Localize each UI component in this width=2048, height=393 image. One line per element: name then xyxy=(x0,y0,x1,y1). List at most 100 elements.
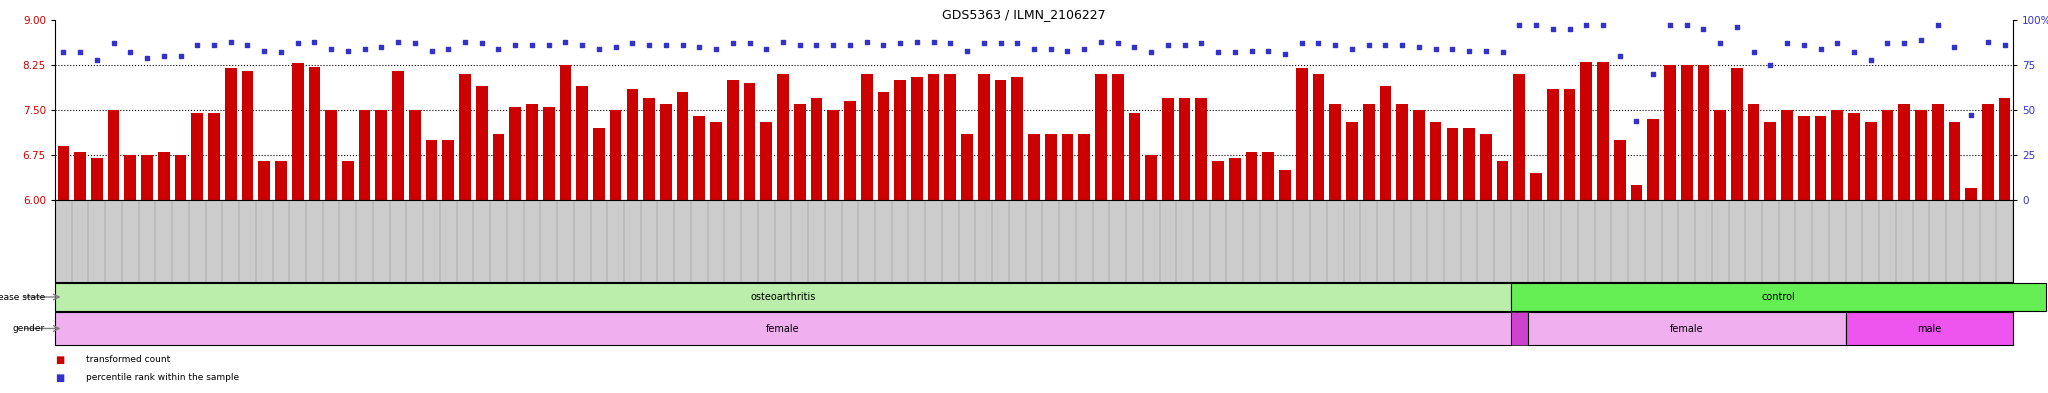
Text: percentile rank within the sample: percentile rank within the sample xyxy=(86,373,240,382)
Point xyxy=(1202,49,1235,55)
Bar xyxy=(1380,86,1391,200)
Point xyxy=(1837,49,1870,55)
Point xyxy=(582,46,614,52)
Point xyxy=(1368,42,1401,48)
Point xyxy=(616,40,649,46)
Point xyxy=(465,40,498,46)
Point xyxy=(1937,44,1970,50)
Point xyxy=(1102,40,1135,46)
Bar xyxy=(1061,134,1073,200)
Bar xyxy=(1845,312,2013,345)
Bar xyxy=(1145,155,1157,200)
Bar xyxy=(242,71,254,200)
Bar xyxy=(1245,152,1257,200)
Bar xyxy=(827,110,840,200)
Bar xyxy=(274,161,287,200)
Point xyxy=(1319,42,1352,48)
Bar xyxy=(174,155,186,200)
Point xyxy=(1536,26,1569,32)
Bar xyxy=(1513,74,1526,200)
Bar xyxy=(1329,104,1341,200)
Point xyxy=(47,49,80,55)
Bar xyxy=(844,101,856,200)
Bar xyxy=(1597,62,1610,200)
Point xyxy=(1636,71,1669,77)
Bar xyxy=(676,92,688,200)
Bar xyxy=(860,74,872,200)
Bar xyxy=(1430,122,1442,200)
Point xyxy=(750,46,782,52)
Bar xyxy=(995,80,1006,200)
Bar xyxy=(1511,283,2046,311)
Point xyxy=(147,53,180,59)
Point xyxy=(1403,44,1436,50)
Bar xyxy=(225,68,238,200)
Bar xyxy=(776,74,788,200)
Bar xyxy=(494,134,504,200)
Point xyxy=(164,53,197,59)
Point xyxy=(1135,49,1167,55)
Point xyxy=(248,48,281,54)
Bar xyxy=(291,63,303,200)
Bar xyxy=(1831,110,1843,200)
Point xyxy=(1671,22,1704,29)
Bar xyxy=(1229,158,1241,200)
Point xyxy=(1587,22,1620,29)
Point xyxy=(1251,48,1284,54)
Bar xyxy=(543,107,555,200)
Bar xyxy=(1765,122,1776,200)
Point xyxy=(633,42,666,48)
Bar xyxy=(141,155,154,200)
Point xyxy=(416,48,449,54)
Text: male: male xyxy=(1917,323,1942,334)
Text: female: female xyxy=(766,323,801,334)
Point xyxy=(381,39,414,45)
Point xyxy=(1552,26,1585,32)
Point xyxy=(1085,39,1118,45)
Bar xyxy=(1815,116,1827,200)
Bar xyxy=(727,80,739,200)
Bar xyxy=(209,113,219,200)
Point xyxy=(666,42,698,48)
Bar xyxy=(57,146,70,200)
Bar xyxy=(1647,119,1659,200)
Point xyxy=(834,42,866,48)
Bar xyxy=(342,161,354,200)
Point xyxy=(348,46,381,52)
Point xyxy=(717,40,750,46)
Bar xyxy=(1866,122,1876,200)
Point xyxy=(885,40,918,46)
Text: ■: ■ xyxy=(55,373,63,383)
Point xyxy=(1001,40,1034,46)
Bar xyxy=(1528,312,1845,345)
Text: gender: gender xyxy=(12,324,45,333)
Bar xyxy=(1196,98,1206,200)
Bar xyxy=(1931,104,1944,200)
Point xyxy=(481,46,514,52)
Bar xyxy=(55,312,1511,345)
Bar xyxy=(928,74,940,200)
Text: ■: ■ xyxy=(55,355,63,365)
Point xyxy=(516,42,549,48)
Point xyxy=(1704,40,1737,46)
Bar xyxy=(1128,113,1141,200)
Bar xyxy=(1714,110,1726,200)
Point xyxy=(782,42,815,48)
Point xyxy=(264,49,297,55)
Bar xyxy=(895,80,905,200)
Point xyxy=(918,39,950,45)
Point xyxy=(1872,40,1905,46)
Bar xyxy=(1782,110,1792,200)
Point xyxy=(1235,48,1268,54)
Point xyxy=(549,39,582,45)
Bar xyxy=(309,67,319,200)
Point xyxy=(365,44,397,50)
Point xyxy=(63,49,96,55)
Point xyxy=(1772,40,1804,46)
Point xyxy=(565,42,598,48)
Bar xyxy=(1212,161,1225,200)
Bar xyxy=(610,110,621,200)
Point xyxy=(1954,112,1987,119)
Bar xyxy=(1546,89,1559,200)
Point xyxy=(649,42,682,48)
